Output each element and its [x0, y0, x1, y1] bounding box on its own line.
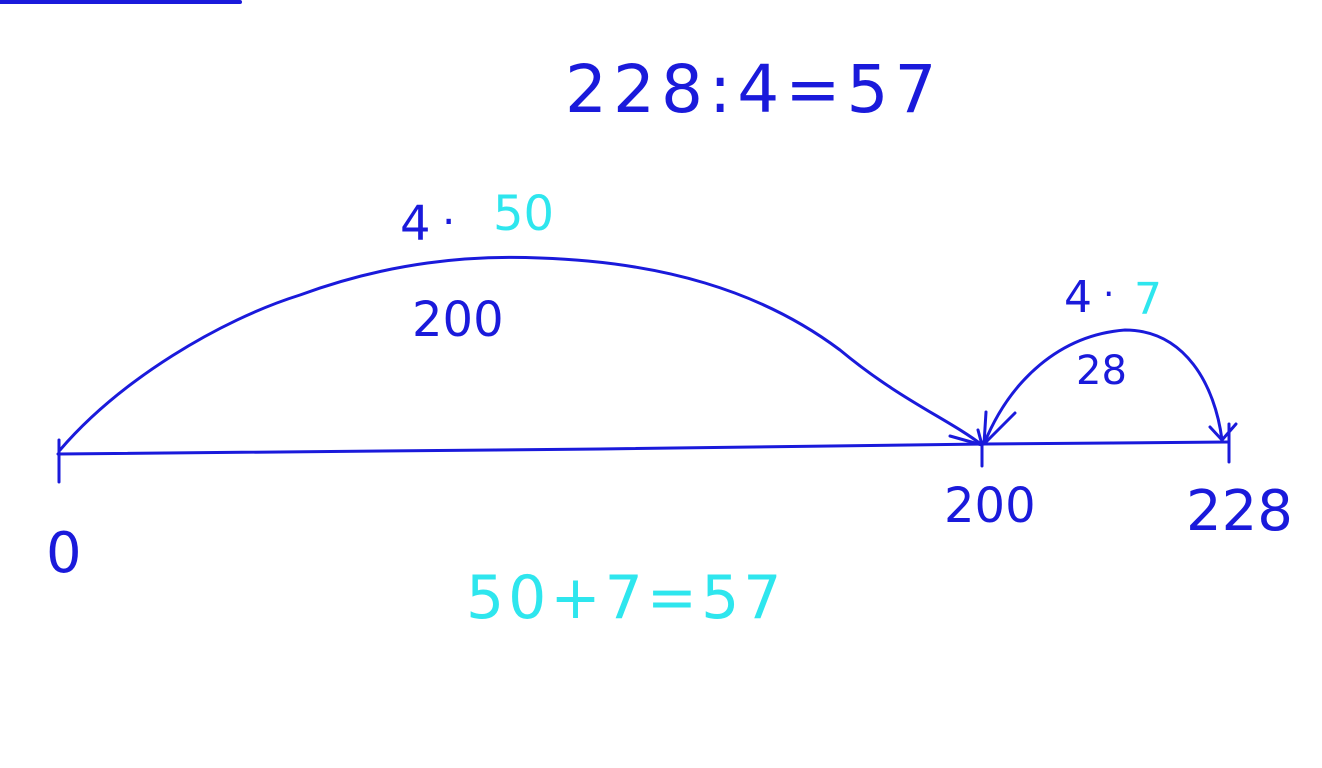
big-jump-dot: · [442, 197, 455, 246]
small-jump-product: 28 [1076, 348, 1127, 394]
sum-equation: 50+7=57 [466, 563, 785, 633]
small-jump-end-arrowhead [1208, 422, 1238, 442]
small-jump-start-arrowhead [982, 410, 1017, 446]
small-jump-dot: · [1103, 274, 1114, 315]
big-jump-arc [58, 255, 984, 452]
small-jump-arc [982, 328, 1224, 446]
division-equation: 228:4=57 [565, 51, 942, 128]
big-jump-factor: 4 [400, 196, 431, 252]
small-jump-factor: 4 [1064, 272, 1092, 323]
number-line-label-228: 228 [1186, 479, 1293, 544]
big-jump-product: 200 [412, 292, 504, 348]
number-line [56, 440, 1230, 456]
big-jump-multiplier: 50 [493, 186, 554, 242]
small-jump-multiplier: 7 [1134, 274, 1162, 325]
big-jump-arrowhead [948, 428, 984, 447]
number-line-label-200: 200 [944, 478, 1036, 534]
number-line-label-0: 0 [46, 521, 82, 586]
